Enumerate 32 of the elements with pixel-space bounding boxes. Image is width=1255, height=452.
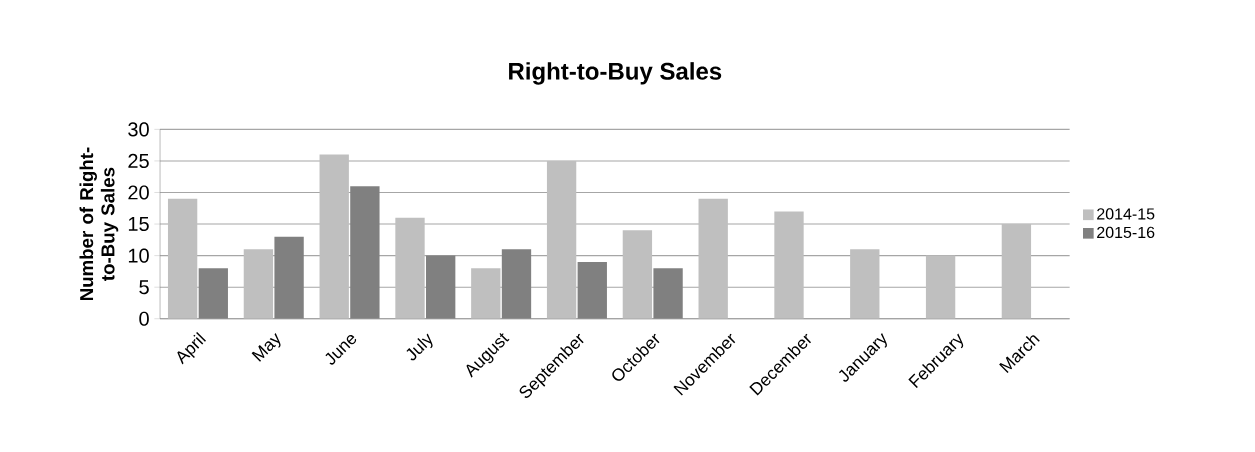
y-tick-label: 0 bbox=[139, 311, 149, 326]
y-axis-title: Number of Right-to-Buy Sales bbox=[79, 147, 119, 301]
x-tick-label: July bbox=[406, 333, 433, 361]
chart-title: Right-to-Buy Sales bbox=[509, 62, 722, 85]
bar bbox=[653, 268, 683, 319]
bar bbox=[622, 230, 653, 319]
bar bbox=[1001, 224, 1032, 319]
legend-label: 2014-15 bbox=[1097, 208, 1155, 220]
y-tick-label: 5 bbox=[139, 280, 149, 295]
y-tick-label: 20 bbox=[128, 185, 149, 200]
bar bbox=[274, 236, 304, 319]
bar bbox=[577, 261, 607, 319]
y-tick-label: 25 bbox=[128, 153, 149, 168]
bar bbox=[501, 249, 532, 319]
bar bbox=[850, 249, 880, 319]
bar bbox=[426, 255, 456, 319]
bar bbox=[698, 198, 728, 319]
bar bbox=[198, 268, 228, 319]
bar bbox=[774, 211, 804, 319]
bar bbox=[546, 160, 577, 319]
y-tick-label: 15 bbox=[128, 217, 149, 231]
bar bbox=[350, 186, 380, 319]
bar bbox=[243, 249, 274, 319]
x-tick-label: May bbox=[251, 333, 281, 362]
bar bbox=[319, 154, 349, 319]
bar bbox=[395, 217, 425, 319]
bar bbox=[925, 255, 956, 319]
bar bbox=[471, 268, 501, 319]
legend-label: 2015-16 bbox=[1097, 226, 1155, 238]
y-tick-label: 10 bbox=[128, 248, 149, 263]
bar bbox=[167, 198, 198, 319]
y-tick-label: 30 bbox=[128, 122, 149, 137]
